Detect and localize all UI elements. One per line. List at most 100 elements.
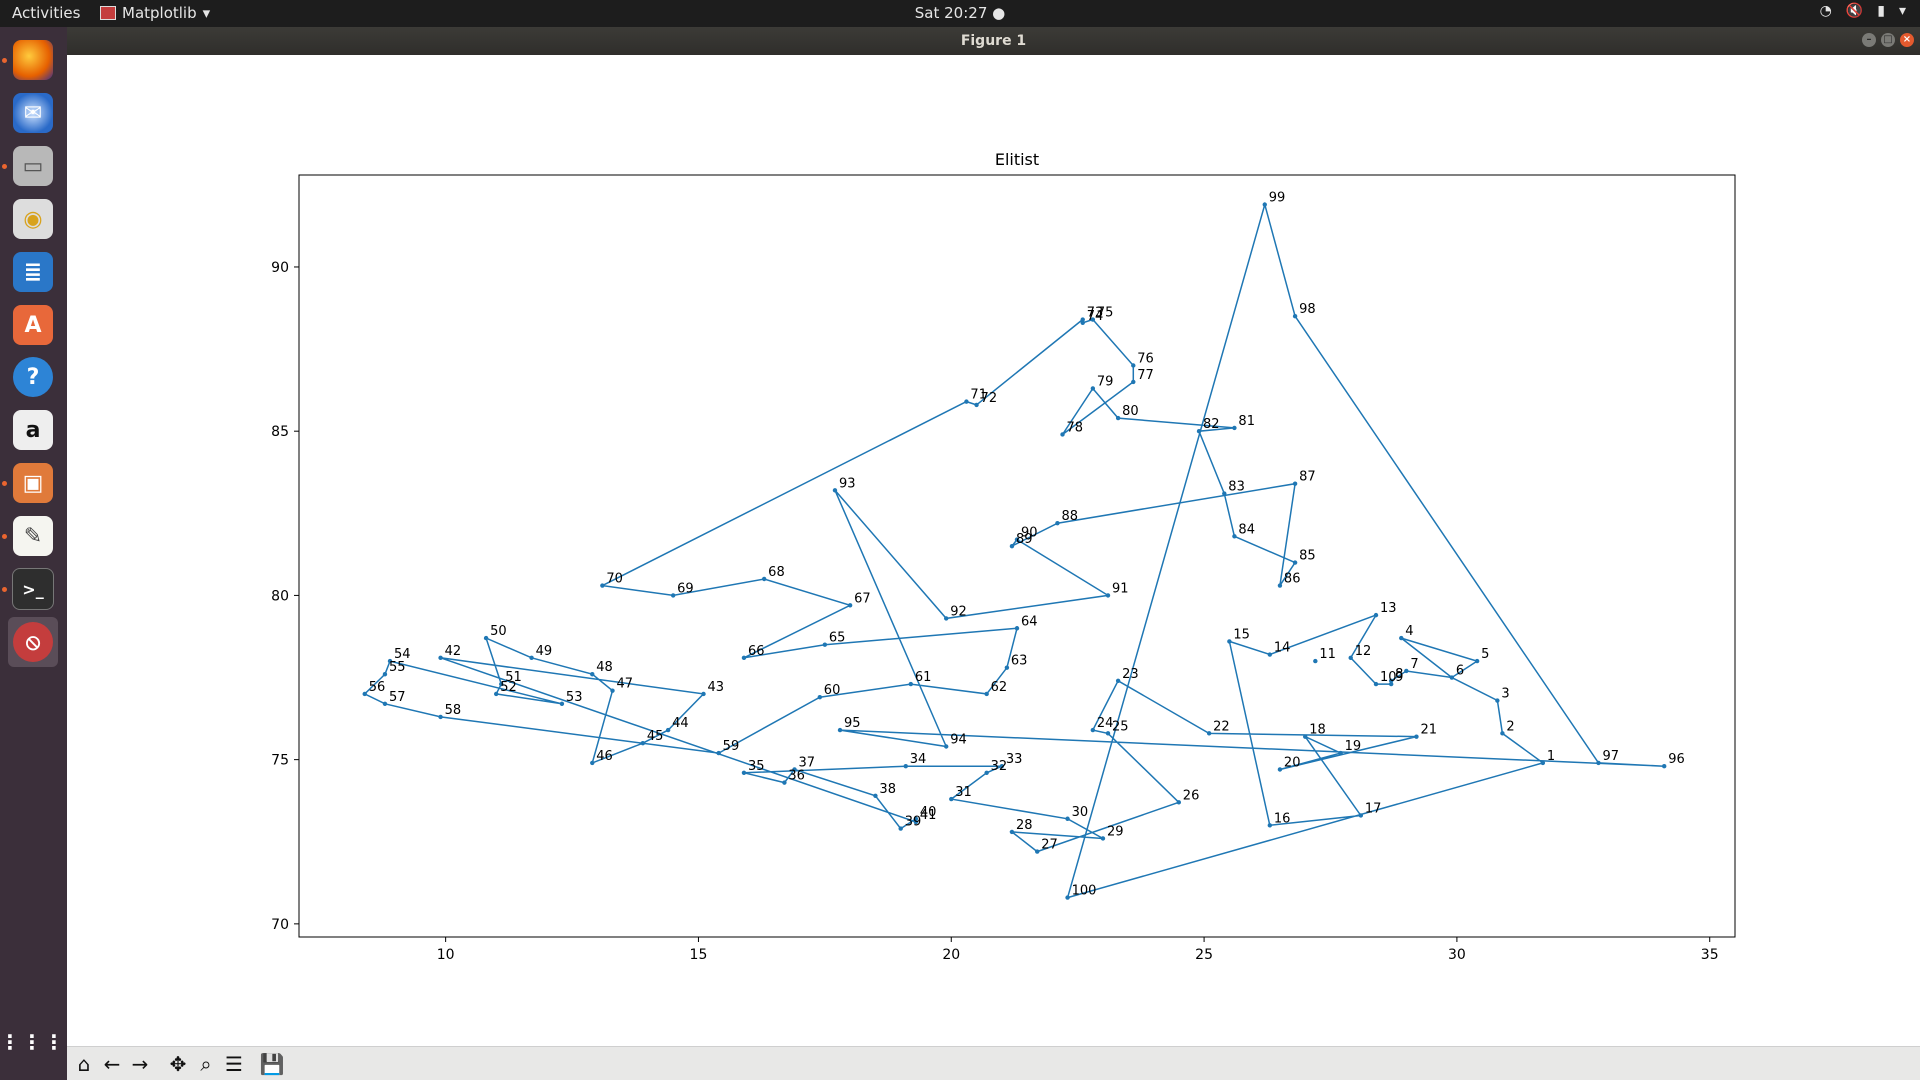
dock-rhythmbox[interactable]: ◉ bbox=[8, 194, 58, 244]
point-label: 93 bbox=[839, 476, 856, 491]
point-label: 6 bbox=[1456, 664, 1464, 679]
dock-files-2[interactable]: ▣ bbox=[8, 458, 58, 508]
point-label: 55 bbox=[389, 660, 406, 675]
clock[interactable]: Sat 20:27 bbox=[914, 4, 988, 22]
forward-icon[interactable]: → bbox=[131, 1051, 149, 1076]
y-tick-label: 70 bbox=[271, 917, 289, 933]
app-menu[interactable]: Matplotlib ▾ bbox=[100, 4, 210, 22]
data-point bbox=[1358, 813, 1364, 818]
dock-matplotlib[interactable]: ⦸ bbox=[8, 617, 58, 667]
dock-thunderbird[interactable]: ✉ bbox=[8, 88, 58, 138]
point-label: 34 bbox=[910, 752, 927, 767]
data-point bbox=[1100, 836, 1106, 841]
point-label: 27 bbox=[1041, 838, 1058, 853]
dock-text-editor[interactable]: ✎ bbox=[8, 511, 58, 561]
data-point bbox=[1090, 727, 1096, 733]
point-label: 87 bbox=[1299, 470, 1316, 485]
data-point bbox=[665, 727, 671, 733]
point-label: 16 bbox=[1274, 811, 1291, 826]
top-bar: Activities Matplotlib ▾ Sat 20:27 ● ◔ 🔇 … bbox=[0, 0, 1920, 27]
mute-icon: 🔇 bbox=[1845, 3, 1864, 19]
dock: ✉ ▭ ◉ ≣ A ? a ▣ ✎ >_ ⦸ ⋮⋮⋮ bbox=[0, 27, 67, 1080]
point-label: 83 bbox=[1228, 480, 1245, 495]
data-point bbox=[438, 714, 443, 720]
data-point bbox=[600, 583, 605, 588]
data-point bbox=[832, 488, 838, 493]
data-point bbox=[1277, 583, 1283, 588]
data-point bbox=[1262, 202, 1267, 207]
data-point bbox=[913, 816, 919, 821]
data-point bbox=[438, 655, 443, 661]
data-point bbox=[1055, 520, 1060, 526]
y-tick-label: 90 bbox=[271, 260, 289, 276]
writer-icon: ≣ bbox=[13, 252, 53, 292]
dock-firefox[interactable] bbox=[8, 35, 58, 85]
data-point bbox=[1267, 652, 1273, 657]
point-label: 23 bbox=[1122, 667, 1139, 682]
maximize-button[interactable]: □ bbox=[1881, 33, 1895, 47]
x-tick-label: 10 bbox=[437, 947, 455, 963]
point-label: 66 bbox=[748, 644, 765, 659]
point-label: 100 bbox=[1072, 884, 1097, 899]
data-point bbox=[1474, 658, 1480, 664]
notification-dot-icon: ● bbox=[992, 4, 1006, 22]
window-titlebar[interactable]: Figure 1 – □ × bbox=[67, 27, 1920, 55]
dock-terminal[interactable]: >_ bbox=[8, 564, 58, 614]
data-point bbox=[493, 691, 499, 697]
data-point bbox=[944, 744, 949, 749]
point-label: 86 bbox=[1284, 572, 1301, 587]
chart-title: Elitist bbox=[995, 150, 1039, 169]
point-label: 10 bbox=[1380, 670, 1397, 685]
dock-files[interactable]: ▭ bbox=[8, 141, 58, 191]
x-tick-label: 20 bbox=[942, 947, 960, 963]
data-point bbox=[1065, 895, 1070, 900]
data-point bbox=[382, 672, 388, 677]
point-label: 33 bbox=[1006, 752, 1023, 767]
zoom-icon[interactable]: ⌕ bbox=[200, 1051, 212, 1076]
data-point bbox=[898, 826, 903, 831]
point-label: 14 bbox=[1274, 641, 1291, 656]
apps-grid-icon: ⋮⋮⋮ bbox=[0, 1030, 66, 1054]
configure-icon[interactable]: ☰ bbox=[225, 1051, 243, 1076]
y-tick-label: 80 bbox=[271, 588, 289, 604]
home-icon[interactable]: ⌂ bbox=[77, 1051, 91, 1076]
back-icon[interactable]: ← bbox=[103, 1051, 121, 1076]
point-label: 12 bbox=[1355, 644, 1372, 659]
point-label: 45 bbox=[647, 729, 664, 744]
minimize-button[interactable]: – bbox=[1862, 33, 1876, 47]
chevron-down-icon: ▾ bbox=[1898, 3, 1906, 19]
dock-writer[interactable]: ≣ bbox=[8, 247, 58, 297]
dock-show-apps[interactable]: ⋮⋮⋮ bbox=[0, 1017, 66, 1067]
app-icon: ⦸ bbox=[13, 622, 53, 662]
data-point bbox=[559, 701, 565, 707]
save-icon[interactable]: 💾 bbox=[259, 1051, 285, 1076]
point-label: 78 bbox=[1067, 420, 1084, 435]
system-tray[interactable]: ◔ 🔇 ▮ ▾ bbox=[1820, 3, 1906, 19]
point-label: 51 bbox=[505, 670, 522, 685]
data-point bbox=[1035, 849, 1040, 854]
data-point bbox=[1196, 428, 1202, 434]
point-label: 90 bbox=[1021, 526, 1038, 541]
data-point bbox=[741, 655, 747, 661]
pan-icon[interactable]: ✥ bbox=[169, 1051, 187, 1076]
help-icon: ? bbox=[13, 357, 53, 397]
activities-button[interactable]: Activities bbox=[12, 4, 81, 22]
dock-software[interactable]: A bbox=[8, 300, 58, 350]
data-point bbox=[1388, 681, 1394, 687]
close-button[interactable]: × bbox=[1900, 33, 1914, 47]
dock-amazon[interactable]: a bbox=[8, 405, 58, 455]
data-point bbox=[1105, 593, 1111, 598]
data-point bbox=[1399, 635, 1404, 641]
x-tick-label: 15 bbox=[690, 947, 708, 963]
point-label: 25 bbox=[1112, 719, 1129, 734]
data-point bbox=[1303, 734, 1308, 739]
data-point bbox=[610, 688, 615, 693]
data-point bbox=[1500, 731, 1505, 736]
dock-help[interactable]: ? bbox=[8, 352, 58, 402]
axes-frame bbox=[298, 174, 1736, 938]
point-label: 18 bbox=[1309, 723, 1326, 738]
point-label: 99 bbox=[1269, 191, 1286, 206]
